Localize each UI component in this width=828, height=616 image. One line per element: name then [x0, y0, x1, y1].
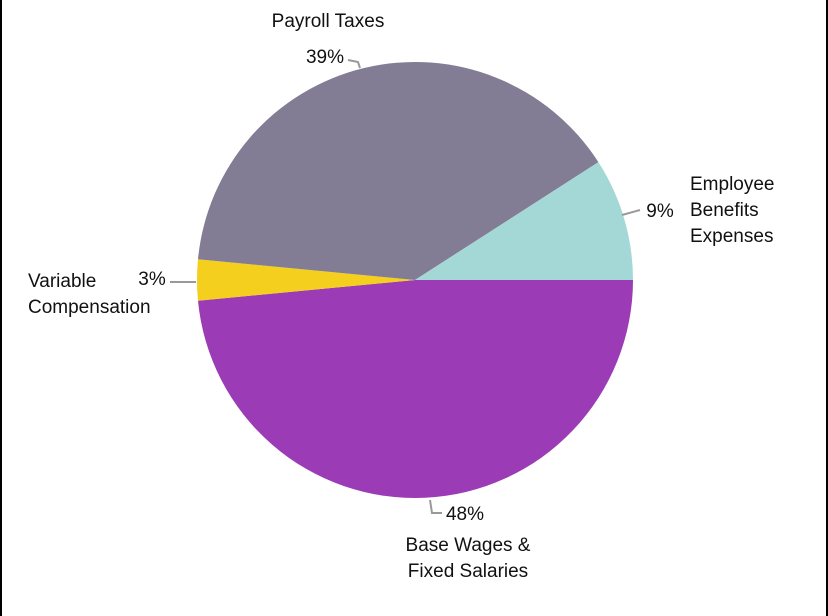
slice-label: Payroll Taxes — [272, 11, 385, 32]
pie-slice — [197, 62, 599, 280]
slice-label: Employee Benefits Expenses — [690, 174, 775, 247]
value-label: 48% — [446, 504, 484, 525]
slice-label: Variable Compensation — [28, 271, 151, 318]
leader-line — [347, 59, 361, 69]
value-label: 9% — [646, 201, 674, 222]
slice-label: Base Wages & Fixed Salaries — [406, 535, 531, 582]
pie-slice — [197, 280, 633, 498]
value-label: 3% — [138, 269, 166, 290]
pie-slice — [196, 259, 415, 301]
leader-line — [621, 209, 641, 216]
value-label: 39% — [306, 47, 344, 68]
leader-line — [429, 499, 442, 514]
pie-slice — [415, 162, 633, 280]
